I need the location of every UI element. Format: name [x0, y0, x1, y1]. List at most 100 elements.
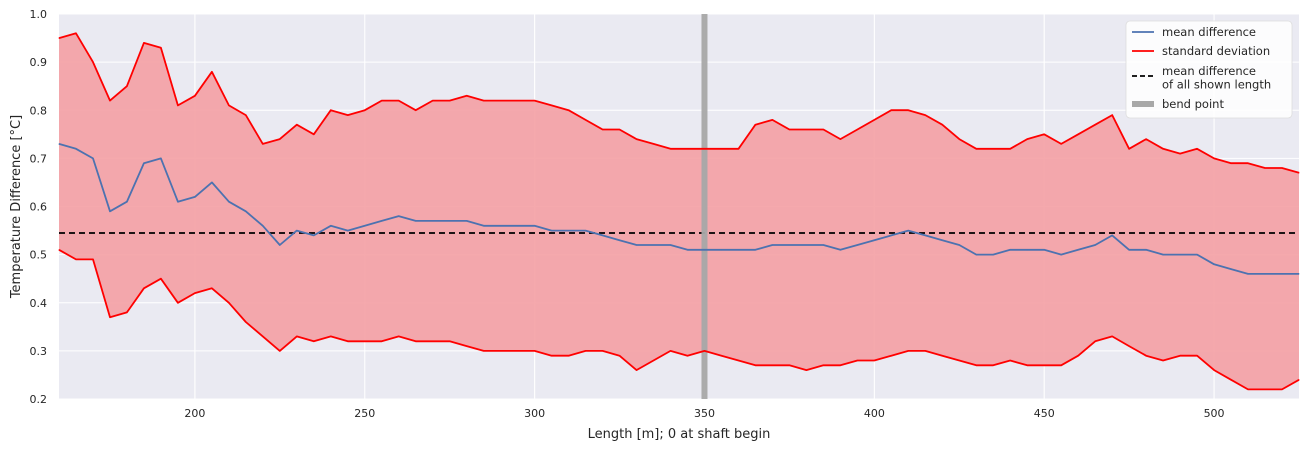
- mean-point: [75, 148, 77, 150]
- upper-point: [432, 100, 434, 102]
- upper-point: [143, 42, 145, 44]
- mean-point: [1026, 249, 1028, 251]
- lower-point: [636, 369, 638, 371]
- upper-point: [771, 119, 773, 121]
- upper-point: [1298, 172, 1300, 174]
- y-tick-label: 0.8: [30, 104, 48, 117]
- lower-point: [75, 258, 77, 260]
- mean-point: [160, 157, 162, 159]
- upper-point: [619, 129, 621, 130]
- upper-point: [602, 129, 604, 130]
- lower-point: [160, 278, 162, 280]
- upper-point: [381, 100, 383, 102]
- upper-point: [58, 37, 60, 39]
- lower-point: [907, 350, 909, 352]
- mean-point: [449, 220, 451, 222]
- legend-label: mean difference: [1162, 25, 1256, 39]
- mean-point: [1162, 254, 1164, 256]
- mean-point: [534, 225, 536, 227]
- x-axis-label: Length [m]; 0 at shaft begin: [588, 427, 771, 442]
- upper-point: [805, 129, 807, 130]
- y-tick-label: 0.3: [30, 345, 48, 358]
- lower-point: [517, 350, 519, 352]
- upper-point: [924, 114, 926, 116]
- upper-point: [1009, 148, 1011, 150]
- mean-point: [551, 230, 553, 232]
- mean-point: [1196, 254, 1198, 256]
- upper-point: [483, 100, 485, 102]
- lower-point: [568, 355, 570, 357]
- mean-point: [1247, 273, 1249, 275]
- lower-point: [500, 350, 502, 352]
- upper-point: [126, 85, 128, 87]
- lower-point: [805, 369, 807, 371]
- mean-point: [992, 254, 994, 256]
- upper-point: [839, 138, 841, 140]
- mean-point: [432, 220, 434, 222]
- mean-point: [737, 249, 739, 251]
- lower-point: [228, 302, 230, 304]
- y-tick-label: 0.9: [30, 56, 48, 69]
- upper-point: [92, 61, 94, 63]
- lower-point: [788, 364, 790, 366]
- lower-point: [975, 364, 977, 366]
- upper-point: [636, 138, 638, 140]
- mean-point: [1264, 273, 1266, 275]
- upper-point: [1111, 114, 1113, 116]
- x-tick-label: 250: [354, 407, 375, 420]
- lower-point: [619, 355, 621, 357]
- upper-point: [1043, 133, 1045, 135]
- legend-label: mean difference: [1162, 64, 1256, 78]
- lower-point: [653, 360, 655, 361]
- mean-point: [568, 230, 570, 232]
- y-tick-label: 0.6: [30, 201, 48, 214]
- mean-point: [1145, 249, 1147, 251]
- lower-point: [330, 335, 332, 337]
- std-band: [59, 33, 1299, 390]
- mean-point: [958, 244, 960, 246]
- legend-label: of all shown length: [1162, 78, 1271, 92]
- lower-point: [1298, 379, 1300, 381]
- mean-point: [126, 201, 128, 203]
- y-tick-label: 0.5: [30, 249, 48, 262]
- lower-point: [771, 364, 773, 366]
- std-upper-line: [58, 32, 1300, 174]
- upper-point: [1179, 153, 1181, 155]
- lower-point: [296, 335, 298, 337]
- upper-point: [720, 148, 722, 150]
- lower-point: [1145, 355, 1147, 357]
- lower-point: [313, 340, 315, 342]
- y-tick-label: 1.0: [30, 8, 48, 21]
- mean-point: [822, 244, 824, 246]
- mean-point: [839, 249, 841, 251]
- legend-label: standard deviation: [1162, 44, 1270, 58]
- upper-point: [1230, 162, 1232, 164]
- x-tick-label: 300: [524, 407, 545, 420]
- upper-point: [890, 109, 892, 111]
- upper-point: [737, 148, 739, 150]
- lower-point: [992, 364, 994, 366]
- upper-point: [1213, 157, 1215, 159]
- mean-point: [585, 230, 587, 232]
- mean-point: [466, 220, 468, 222]
- lower-point: [483, 350, 485, 352]
- mean-point: [805, 244, 807, 246]
- upper-point: [686, 148, 688, 150]
- mean-point: [1043, 249, 1045, 251]
- upper-point: [1094, 124, 1096, 126]
- lower-point: [1179, 355, 1181, 357]
- upper-point: [992, 148, 994, 150]
- lower-point: [1264, 388, 1266, 390]
- mean-point: [1094, 244, 1096, 246]
- mean-line: [58, 143, 1299, 275]
- upper-point: [364, 109, 366, 111]
- mean-point: [92, 157, 94, 159]
- lower-point: [1060, 364, 1062, 366]
- upper-point: [1060, 143, 1062, 145]
- mean-point: [483, 225, 485, 227]
- upper-point: [1196, 148, 1198, 150]
- lower-point: [1162, 360, 1164, 361]
- upper-point: [1162, 148, 1164, 150]
- lower-point: [602, 350, 604, 352]
- mean-point: [364, 225, 366, 227]
